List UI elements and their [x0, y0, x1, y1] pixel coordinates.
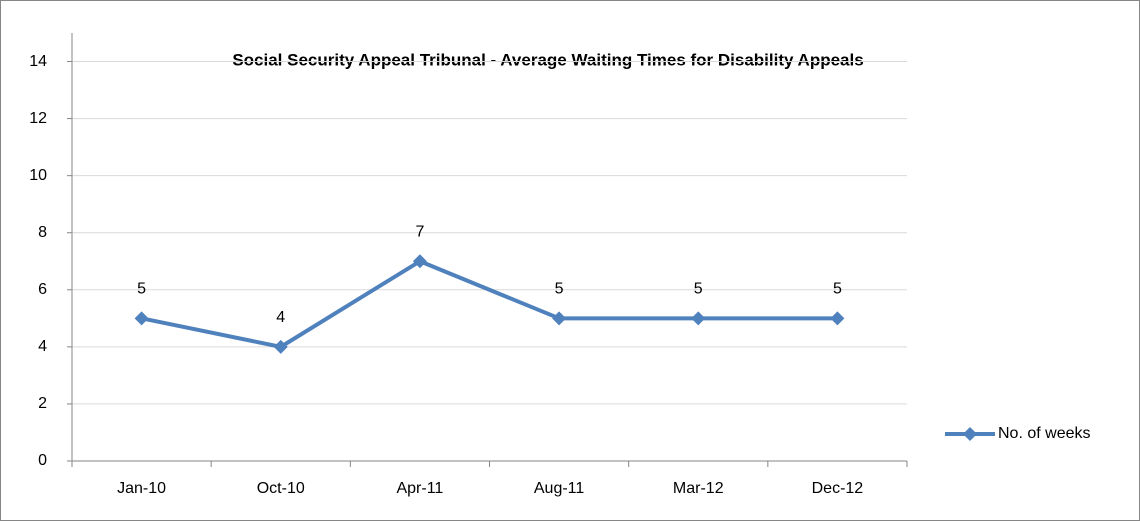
x-tick-label: Jan-10: [117, 480, 166, 497]
data-label: 7: [415, 223, 424, 240]
marker: [830, 311, 845, 326]
data-label: 4: [276, 309, 285, 326]
y-tick-label: 10: [29, 167, 47, 184]
y-tick-label: 4: [38, 338, 47, 355]
marker: [134, 311, 149, 326]
x-tick-label: Oct-10: [257, 480, 305, 497]
y-tick-label: 0: [38, 452, 47, 469]
y-tick-label: 2: [38, 395, 47, 412]
data-label: 5: [833, 281, 842, 298]
y-tick-label: 12: [29, 110, 47, 127]
marker: [273, 339, 288, 354]
marker: [412, 254, 427, 269]
x-tick-label: Aug-11: [534, 480, 585, 497]
legend-marker: [963, 427, 977, 441]
chart-title: Social Security Appeal Tribunal - Averag…: [232, 50, 863, 69]
line: [141, 259, 838, 349]
x-tick-label: Mar-12: [673, 480, 724, 497]
x-tick-label: Apr-11: [396, 480, 443, 497]
data-label: 5: [694, 281, 703, 298]
data-label: 5: [137, 281, 146, 298]
data-label: 5: [555, 281, 564, 298]
marker: [691, 311, 706, 326]
x-tick-label: Dec-12: [812, 480, 864, 497]
y-tick-label: 14: [29, 53, 47, 70]
y-tick-label: 6: [38, 281, 47, 298]
y-tick-label: 8: [38, 224, 47, 241]
legend-label: No. of weeks: [998, 425, 1090, 442]
marker: [552, 311, 567, 326]
